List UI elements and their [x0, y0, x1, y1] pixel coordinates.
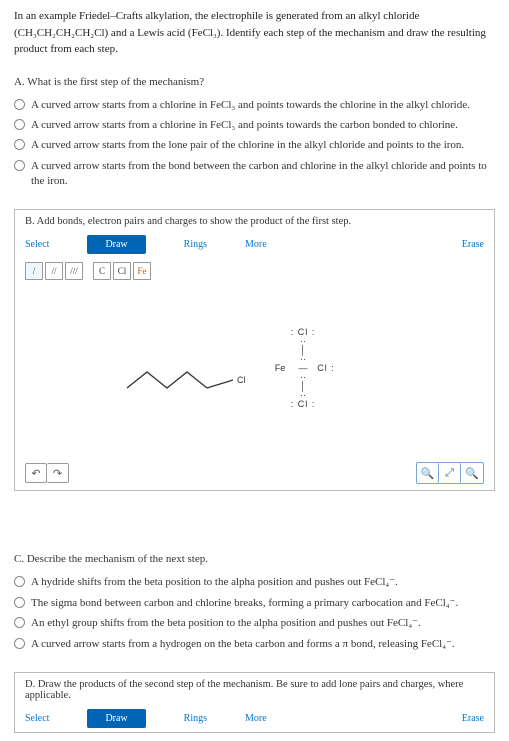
partB-toolbuttons: / // /// C Cl Fe	[15, 258, 494, 288]
partA-options: A curved arrow starts from a chlorine in…	[14, 98, 495, 190]
tool-dbl[interactable]: //	[45, 262, 63, 280]
tab-draw[interactable]: Draw	[87, 235, 145, 254]
partD-toolbar: Select Draw Rings More Erase	[15, 709, 494, 732]
alkyl-chain: Cl	[125, 366, 255, 396]
radio-c2[interactable]	[14, 597, 25, 608]
tool-cl[interactable]: Cl	[113, 262, 131, 280]
tab-draw-d[interactable]: Draw	[87, 709, 145, 728]
partC-options: A hydride shifts from the beta position …	[14, 575, 495, 652]
opt-a3: A curved arrow starts from the lone pair…	[31, 138, 464, 153]
radio-c4[interactable]	[14, 638, 25, 649]
fecl-structure: : Cl : ·· │ ·· Fe—Cl : ·· │ ·· : Cl :	[267, 328, 339, 409]
tool-line[interactable]: /	[25, 262, 43, 280]
opt-c1: A hydride shifts from the beta position …	[31, 575, 398, 590]
radio-a4[interactable]	[14, 160, 25, 171]
erase-button[interactable]: Erase	[462, 239, 484, 250]
canvas-footer: ↶ ↷ 🔍 ⤢ 🔍	[15, 458, 494, 490]
tab-select[interactable]: Select	[25, 235, 49, 254]
tab-more[interactable]: More	[245, 235, 267, 254]
radio-a2[interactable]	[14, 119, 25, 130]
partC-prompt: C. Describe the mechanism of the next st…	[14, 553, 495, 565]
radio-c1[interactable]	[14, 576, 25, 587]
tab-rings-d[interactable]: Rings	[184, 709, 207, 728]
partB-box: B. Add bonds, electron pairs and charges…	[14, 209, 495, 491]
radio-a1[interactable]	[14, 99, 25, 110]
tool-c[interactable]: C	[93, 262, 111, 280]
partB-header: B. Add bonds, electron pairs and charges…	[15, 210, 494, 235]
opt-c2: The sigma bond between carbon and chlori…	[31, 596, 458, 611]
tab-more-d[interactable]: More	[245, 709, 267, 728]
radio-a3[interactable]	[14, 139, 25, 150]
redo-button[interactable]: ↷	[47, 463, 69, 483]
partB-toolbar: Select Draw Rings More Erase	[15, 235, 494, 258]
opt-a1: A curved arrow starts from a chlorine in…	[31, 98, 470, 113]
opt-a4: A curved arrow starts from the bond betw…	[31, 159, 495, 190]
drawing-canvas[interactable]: Cl : Cl : ·· │ ·· Fe—Cl : ·· │ ·· : Cl :	[15, 288, 494, 458]
erase-button-d[interactable]: Erase	[462, 713, 484, 724]
partD-header: D. Draw the products of the second step …	[15, 673, 494, 709]
intro-text: In an example Friedel–Crafts alkylation,…	[14, 8, 495, 58]
tool-fe[interactable]: Fe	[133, 262, 151, 280]
opt-c4: A curved arrow starts from a hydrogen on…	[31, 637, 455, 652]
opt-c3: An ethyl group shifts from the beta posi…	[31, 616, 421, 631]
cl-label: Cl	[237, 375, 246, 385]
partD-box: D. Draw the products of the second step …	[14, 672, 495, 733]
tab-select-d[interactable]: Select	[25, 709, 49, 728]
tool-trip[interactable]: ///	[65, 262, 83, 280]
zoom-out-button[interactable]: 🔍	[461, 463, 483, 483]
radio-c3[interactable]	[14, 617, 25, 628]
tab-rings[interactable]: Rings	[184, 235, 207, 254]
zoom-in-button[interactable]: 🔍	[417, 463, 439, 483]
partA-prompt: A. What is the first step of the mechani…	[14, 76, 495, 88]
opt-a2: A curved arrow starts from a chlorine in…	[31, 118, 458, 133]
undo-button[interactable]: ↶	[25, 463, 47, 483]
zoom-reset-button[interactable]: ⤢	[439, 463, 461, 483]
